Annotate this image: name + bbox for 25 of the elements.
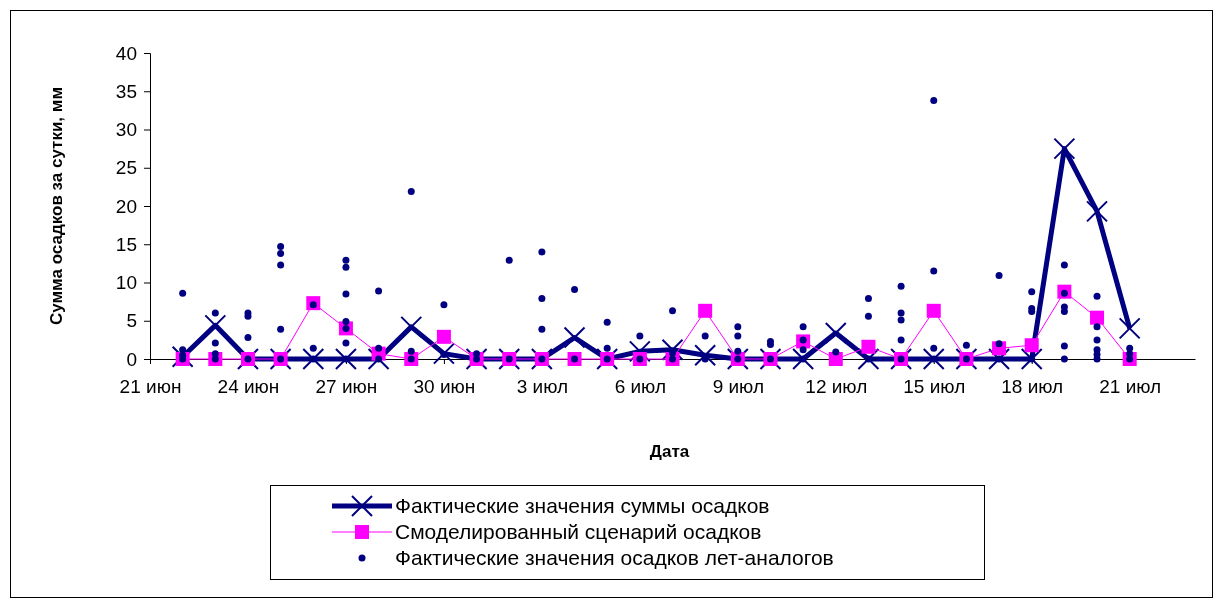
legend-label: Фактические значения суммы осадков	[395, 494, 770, 517]
x-tick-label: 3 июл	[516, 376, 569, 398]
y-tick-label: 25	[115, 157, 137, 179]
x-tick-label: 30 июн	[413, 376, 476, 398]
y-axis-title: Сумма осадков за сутки, мм	[47, 87, 66, 325]
y-tick-label: 30	[115, 119, 137, 141]
y-tick-label: 20	[115, 195, 137, 217]
x-tick-label: 18 июл	[1001, 376, 1064, 398]
y-tick-label: 10	[115, 272, 137, 294]
x-tick-label: 9 июл	[712, 376, 765, 398]
x-tick-label: 6 июл	[614, 376, 667, 398]
legend-label: Фактические значения осадков лет-аналогов	[395, 546, 834, 569]
y-tick-label: 15	[115, 233, 137, 255]
y-tick-label: 35	[115, 80, 137, 102]
y-tick-label: 5	[126, 310, 137, 332]
x-tick-label: 21 июн	[119, 376, 182, 398]
x-tick-label: 27 июн	[315, 376, 378, 398]
legend-label: Смоделированный сценарий осадков	[395, 520, 762, 543]
x-tick-label: 24 июн	[217, 376, 280, 398]
x-tick-label: 12 июл	[805, 376, 868, 398]
x-tick-label: 21 июл	[1099, 376, 1162, 398]
y-tick-label: 0	[126, 348, 137, 370]
x-axis-title: Дата	[649, 442, 690, 461]
y-tick-label: 40	[115, 42, 137, 64]
x-tick-label: 15 июл	[903, 376, 966, 398]
